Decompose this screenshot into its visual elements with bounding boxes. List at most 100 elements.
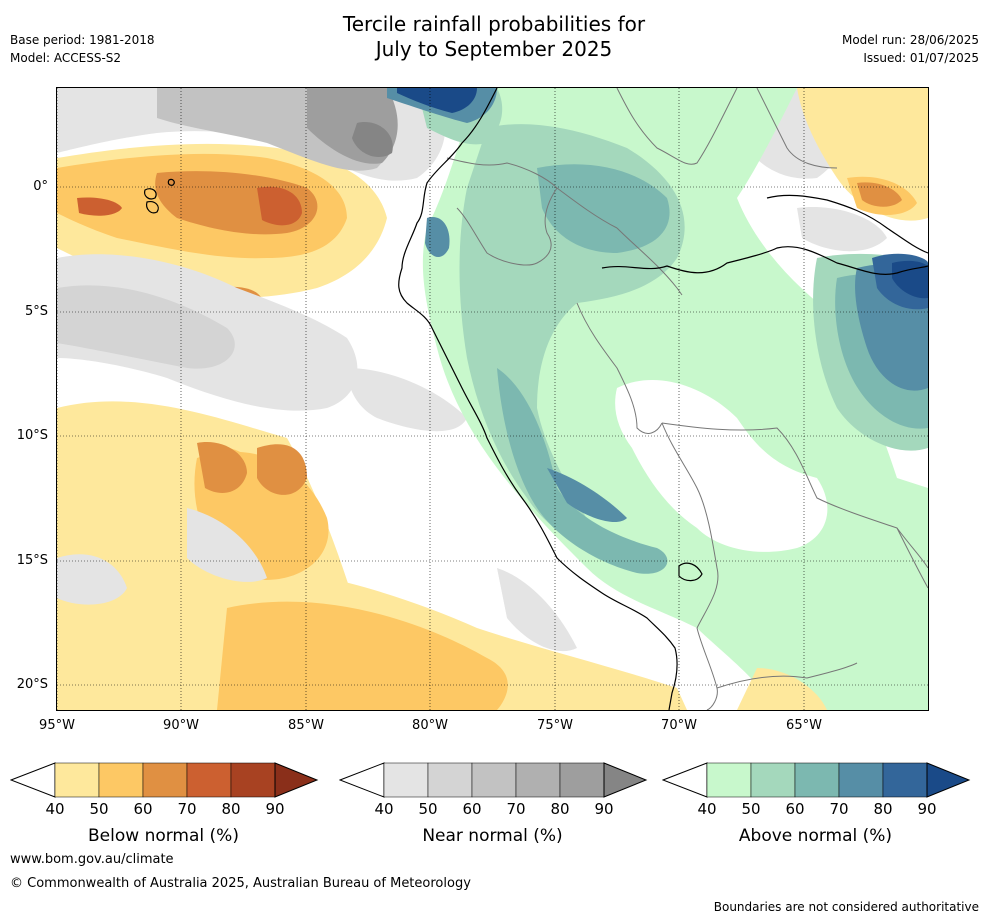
colorbar-near-swatches	[338, 762, 648, 798]
colorbar-above-label-40: 40	[697, 800, 717, 818]
model-text: Model: ACCESS-S2	[10, 51, 122, 65]
colorbar-below-bin-50	[98, 762, 144, 798]
near-normal-offshore	[347, 368, 467, 432]
above-normal-south-east	[833, 545, 928, 710]
colorbar-above-under-arrow	[661, 762, 708, 798]
colorbar-near-bin-40	[383, 762, 429, 798]
above-normal-north-coast-darkest	[397, 88, 477, 113]
near-normal-south-patch	[57, 554, 127, 605]
above-normal-bolivia-patch	[687, 528, 757, 598]
model-run-text: Model run: 28/06/2025	[841, 33, 979, 47]
colorbar-near-normal	[338, 762, 649, 798]
border-colombia-ecuador	[446, 157, 618, 229]
lon-label-90w: 90°W	[163, 718, 199, 733]
below-normal-orange-south	[217, 601, 508, 710]
lon-label-75w: 75°W	[537, 718, 573, 733]
border-colombia-venezuela	[616, 88, 738, 165]
lat-label-15s: 15°S	[16, 553, 48, 568]
below-normal-darker-mid	[197, 442, 247, 493]
border-bolivia-brazil	[661, 422, 928, 569]
coastline-pacific	[398, 88, 678, 710]
coastline-titicaca	[678, 562, 703, 582]
coastline-galapagos-1	[144, 188, 157, 200]
colorbar-above-label-60: 60	[785, 800, 805, 818]
base-period-text: Base period: 1981-2018	[10, 33, 155, 47]
colorbar-above-label-50: 50	[741, 800, 761, 818]
colorbar-near-over-arrow	[603, 762, 648, 798]
above-normal-andes-dark	[547, 468, 627, 523]
colorbar-near-label-80: 80	[550, 800, 570, 818]
below-normal-orange-peru	[257, 444, 307, 495]
colorbar-below-normal	[9, 762, 320, 798]
title-line-2: July to September 2025	[375, 37, 613, 61]
lon-label-80w: 80°W	[412, 718, 448, 733]
colorbar-below-label-80: 80	[221, 800, 241, 818]
colorbar-above-bin-70	[838, 762, 884, 798]
lat-label-10s: 10°S	[16, 428, 48, 443]
no-signal-south-america	[615, 379, 828, 552]
colorbar-below-swatches	[9, 762, 319, 798]
near-normal-e-patch	[797, 207, 887, 252]
footer-disclaimer: Boundaries are not considered authoritat…	[713, 900, 979, 914]
colorbar-below-under-arrow	[9, 762, 56, 798]
colorbar-above-bin-40	[706, 762, 752, 798]
map-frame	[56, 87, 929, 711]
colorbar-above-bin-50	[750, 762, 796, 798]
border-bolivia-argentina	[716, 662, 858, 689]
colorbar-below-over-arrow	[274, 762, 319, 798]
near-normal-coast-south	[497, 568, 577, 652]
colorbar-below-bin-70	[186, 762, 232, 798]
lon-label-65w: 65°W	[786, 718, 822, 733]
footer-copyright: © Commonwealth of Australia 2025, Austra…	[10, 876, 471, 891]
colorbar-below-label-70: 70	[177, 800, 197, 818]
colorbar-below-bin-80	[230, 762, 276, 798]
border-peru-brazil	[576, 302, 663, 434]
colorbar-near-under-arrow	[338, 762, 385, 798]
below-normal-se-corner	[737, 668, 827, 710]
colorbar-near-label-40: 40	[374, 800, 394, 818]
coastline-galapagos-2	[146, 201, 159, 214]
near-normal-nw-darkest	[352, 122, 393, 158]
colorbar-below-title: Below normal (%)	[88, 826, 239, 846]
lat-label-20s: 20°S	[16, 677, 48, 692]
border-paraguay	[896, 527, 928, 589]
colorbar-above-label-70: 70	[829, 800, 849, 818]
title-line-1: Tercile rainfall probabilities for	[342, 12, 646, 36]
colorbar-near-bin-70	[515, 762, 561, 798]
colorbar-above-normal	[661, 762, 972, 798]
above-normal-east-darkest	[892, 260, 928, 299]
colorbar-below-label-60: 60	[133, 800, 153, 818]
below-normal-equator-darker	[257, 186, 302, 226]
lon-label-95w: 95°W	[39, 718, 75, 733]
near-normal-west-band-dark	[57, 285, 235, 369]
lat-label-5s: 5°S	[24, 304, 48, 319]
colorbar-above-label-90: 90	[917, 800, 937, 818]
colorbar-below-label-40: 40	[45, 800, 65, 818]
above-normal-ecuador-teal	[425, 217, 450, 258]
above-normal-andes-teal	[497, 368, 668, 574]
coastline-amazon-river	[601, 246, 928, 275]
map-panel	[57, 88, 928, 710]
colorbar-near-label-60: 60	[462, 800, 482, 818]
colorbar-below-label-50: 50	[89, 800, 109, 818]
border-colombia-brazil	[616, 227, 683, 296]
colorbar-above-swatches	[661, 762, 971, 798]
issued-text: Issued: 01/07/2025	[863, 51, 979, 65]
colorbar-above-title: Above normal (%)	[738, 826, 893, 846]
colorbar-near-bin-80	[559, 762, 605, 798]
colorbar-near-bin-50	[427, 762, 473, 798]
colorbar-below-label-90: 90	[265, 800, 285, 818]
border-peru-bolivia	[661, 422, 719, 629]
colorbar-above-bin-60	[794, 762, 840, 798]
coastline-galapagos-3	[167, 178, 175, 186]
colorbar-below-bin-60	[142, 762, 188, 798]
colorbar-near-bin-60	[471, 762, 517, 798]
border-ecuador-peru	[456, 187, 558, 266]
below-normal-galapagos	[77, 197, 122, 216]
colorbar-above-over-arrow	[926, 762, 971, 798]
border-venezuela-guyana	[756, 88, 838, 169]
colorbar-near-label-50: 50	[418, 800, 438, 818]
colorbar-near-label-90: 90	[594, 800, 614, 818]
country-borders	[446, 88, 928, 710]
footer-url[interactable]: www.bom.gov.au/climate	[10, 852, 174, 867]
